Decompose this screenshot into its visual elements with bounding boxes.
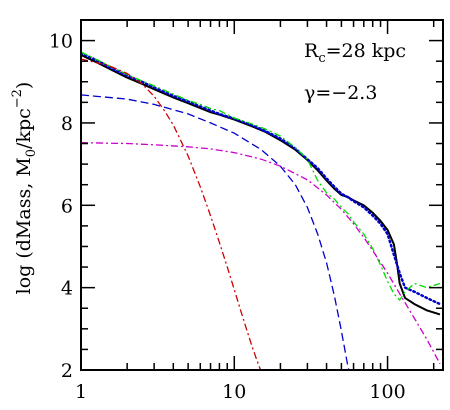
y-tick-label: 6 (61, 195, 73, 217)
x-tick-label: 10 (222, 381, 246, 403)
plot-frame (80, 19, 444, 371)
x-tick-label: 1 (75, 381, 87, 403)
core-radius-annotation: Rc=28 kpc (304, 40, 406, 66)
y-tick-label: 8 (61, 113, 73, 135)
y-tick-label: 10 (49, 31, 73, 53)
series-line-1 (81, 54, 441, 316)
gamma-annotation: γ=−2.3 (304, 82, 377, 104)
y-tick-label: 4 (61, 278, 73, 300)
y-tick-label: 2 (61, 360, 73, 382)
series-line-6 (81, 142, 441, 365)
ticks-layer (80, 19, 443, 371)
y-axis-title: log (dMass, M0/kpc−2) (10, 82, 39, 295)
series-line-4 (81, 58, 262, 370)
series-line-2 (81, 51, 442, 306)
tick-labels: 1 10 100 2 4 6 8 10 (49, 31, 406, 403)
x-tick-label: 100 (369, 381, 405, 403)
series-line-5 (81, 94, 350, 370)
series-line-3 (81, 51, 441, 302)
series-layer (81, 51, 442, 370)
